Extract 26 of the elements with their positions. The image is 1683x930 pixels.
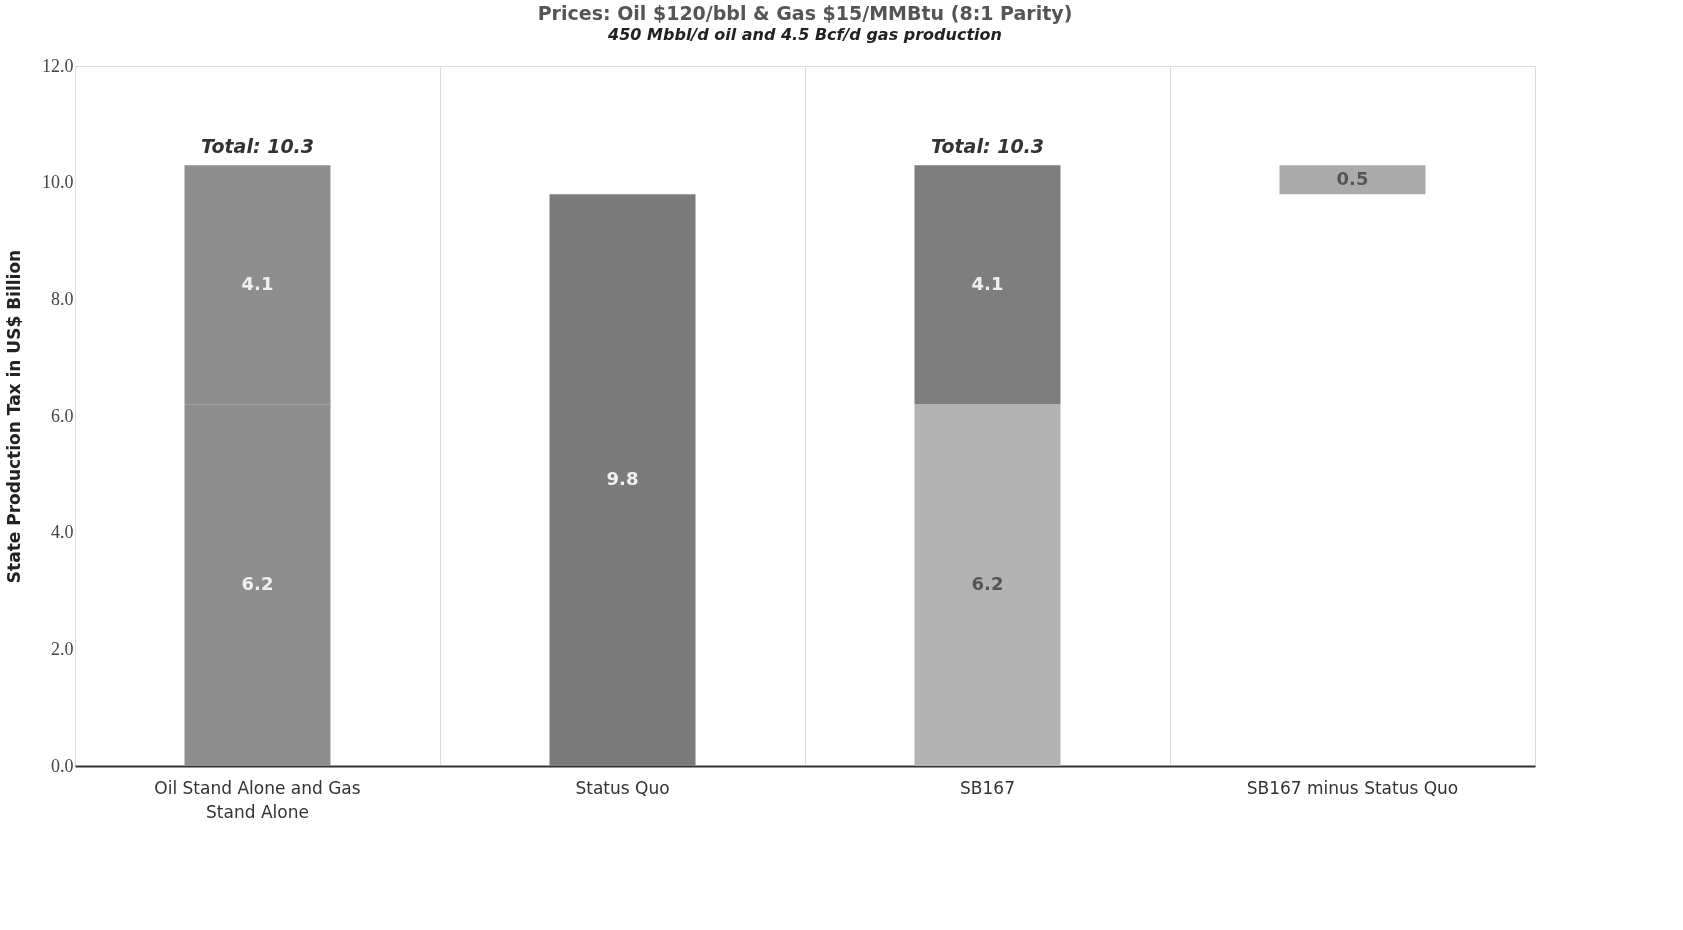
data-label: 4.1 (241, 272, 274, 294)
x-tick-label: Oil Stand Alone and Gas Stand Alone (154, 777, 361, 822)
y-tick-label: 12.0 (42, 55, 74, 76)
data-label: 4.1 (971, 272, 1004, 294)
y-axis-title: State Production Tax in US$ Billion (4, 249, 24, 584)
bar (549, 194, 696, 766)
data-label: 6.2 (971, 573, 1004, 595)
y-tick-label: 2.0 (51, 638, 74, 659)
total-label: Total: 10.3 (200, 135, 315, 158)
chart-subtitle: 450 Mbbl/d oil and 4.5 Bcf/d gas production (607, 25, 1002, 44)
data-label: 0.5 (1336, 167, 1369, 189)
x-tick-label: SB167 minus Status Quo (1246, 777, 1459, 798)
y-tick-label: 6.0 (51, 405, 74, 426)
x-tick-label: Status Quo (575, 777, 670, 798)
y-tick-label: 8.0 (51, 288, 74, 309)
bar (1279, 165, 1426, 195)
data-label: 6.2 (241, 573, 274, 595)
y-tick-label: 10.0 (42, 172, 74, 193)
bar (914, 404, 1061, 766)
y-tick-label: 0.0 (51, 755, 74, 776)
x-tick-label: SB167 (960, 777, 1015, 798)
y-tick-label: 4.0 (51, 522, 74, 543)
chart-title: Prices: Oil $120/bbl & Gas $15/MMBtu (8:1 Parity) (537, 2, 1073, 24)
data-label: 9.8 (606, 468, 639, 490)
total-label: Total: 10.3 (930, 135, 1045, 158)
bar (914, 165, 1061, 405)
